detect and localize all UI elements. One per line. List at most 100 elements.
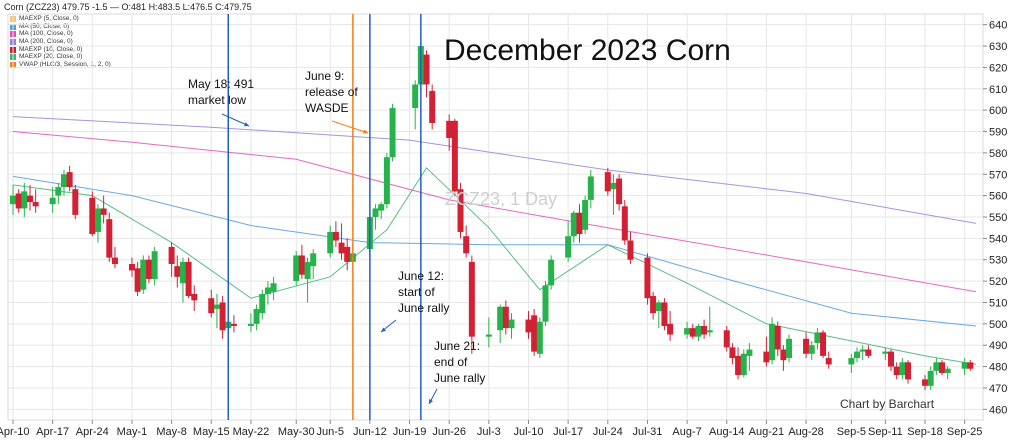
candle-body [304, 261, 311, 279]
candle-body [89, 197, 96, 235]
candle-body [803, 338, 810, 354]
x-tick-label: May-1 [117, 426, 148, 438]
candle-body [485, 334, 492, 337]
candle-body [939, 362, 946, 373]
candle-body [820, 332, 827, 356]
y-tick-label: 470 [989, 383, 1007, 395]
legend-label: VWAP (HLC/3, Session, 1, 2, 0) [19, 61, 111, 69]
candle-body [565, 236, 572, 258]
candle-body [293, 255, 300, 282]
candle-body [106, 219, 113, 258]
candle-body [502, 306, 509, 329]
candle-body [247, 323, 254, 326]
legend-label: MA (100, Close, 0) [19, 30, 73, 38]
candle-body [621, 206, 628, 241]
candle-body [967, 362, 974, 369]
y-tick-label: 600 [989, 105, 1007, 117]
x-tick-label: May-30 [278, 426, 315, 438]
annotation-arrow-head [244, 122, 249, 127]
candle-body [882, 351, 889, 354]
candle-body [888, 351, 895, 367]
candle-body [893, 366, 900, 376]
candle-body [582, 199, 589, 230]
candle-body [825, 358, 832, 365]
candle-body [735, 355, 742, 376]
x-tick-label: May-15 [193, 426, 230, 438]
candle-body [548, 259, 555, 286]
candle-body [859, 349, 866, 352]
candle-body [848, 358, 855, 365]
candle-body [10, 195, 16, 205]
candle-body [412, 84, 419, 109]
y-tick-label: 630 [989, 41, 1007, 53]
candle-body [922, 379, 929, 386]
candle-body [344, 246, 351, 262]
candle-body [94, 208, 101, 232]
candle-body [525, 319, 532, 333]
annotation-arrow-head [381, 327, 386, 332]
x-tick-label: Sep-25 [947, 426, 982, 438]
candle-body [610, 182, 617, 190]
candle-body [66, 172, 73, 188]
candle-body [253, 308, 260, 324]
legend-label: MA (50, Close, 0) [19, 22, 70, 30]
candle-body [655, 302, 662, 312]
candle-body [468, 261, 475, 337]
candle-body [372, 208, 379, 217]
y-tick-label: 620 [989, 62, 1007, 74]
candle-body [616, 178, 623, 205]
candle-body [905, 362, 912, 380]
candle-body [338, 242, 345, 254]
price-axis: 460 470 480 490 500 510 520 530 540 550 560 570 580 5… [983, 20, 1007, 416]
x-tick-label: Apr-24 [76, 426, 109, 438]
candle-body [185, 261, 192, 297]
y-tick-label: 490 [989, 340, 1007, 352]
candle-body [808, 345, 815, 354]
date-axis: Apr-10 Apr-17 Apr-24 May-1 May-8 May-15 May-22… [0, 420, 982, 438]
candle-body [191, 293, 198, 301]
x-tick-label: Apr-10 [0, 426, 30, 438]
candle-body [423, 54, 430, 85]
annotation-text: release of [305, 85, 358, 99]
candle-body [60, 174, 67, 188]
legend-label: MAEXP (20, Close, 0) [19, 53, 83, 61]
legend-label: MA (200, Close, 0) [19, 38, 73, 46]
chart-watermark: ZCZ23, 1 Day [445, 189, 557, 209]
y-tick-label: 590 [989, 127, 1007, 139]
y-tick-label: 520 [989, 276, 1007, 288]
candle-body [644, 257, 651, 299]
candle-body [814, 332, 821, 344]
candle-body [55, 187, 62, 196]
annotation-text: WASDE [305, 101, 349, 115]
candle-body [706, 330, 713, 333]
candle-body [429, 90, 436, 123]
candle-body [100, 208, 107, 215]
annotation-text: market low [188, 93, 246, 107]
y-tick-label: 550 [989, 212, 1007, 224]
candle-body [933, 362, 940, 371]
y-tick-label: 570 [989, 169, 1007, 181]
y-tick-label: 480 [989, 362, 1007, 374]
x-tick-label: Aug-21 [749, 426, 784, 438]
annotation-text: May 18: 491 [188, 77, 254, 91]
x-tick-label: Jun-12 [353, 426, 387, 438]
candle-body [140, 259, 147, 290]
x-tick-label: Sep-18 [907, 426, 942, 438]
candle-body [151, 251, 158, 279]
candle-body [378, 204, 385, 211]
annotation-text: June 21: [434, 339, 480, 353]
y-tick-label: 460 [989, 404, 1007, 416]
candle-body [168, 246, 175, 265]
candle-body [695, 325, 702, 337]
candle-body [213, 304, 220, 309]
candle-body [763, 351, 770, 363]
candle-body [134, 268, 141, 292]
candle-body [587, 176, 594, 200]
candle-body [536, 321, 543, 354]
candle-body [264, 287, 271, 294]
candle-body [446, 120, 453, 138]
chart-credit: Chart by Barchart [840, 397, 935, 411]
x-tick-label: Aug-14 [709, 426, 744, 438]
annotation-text: June rally [434, 371, 485, 385]
